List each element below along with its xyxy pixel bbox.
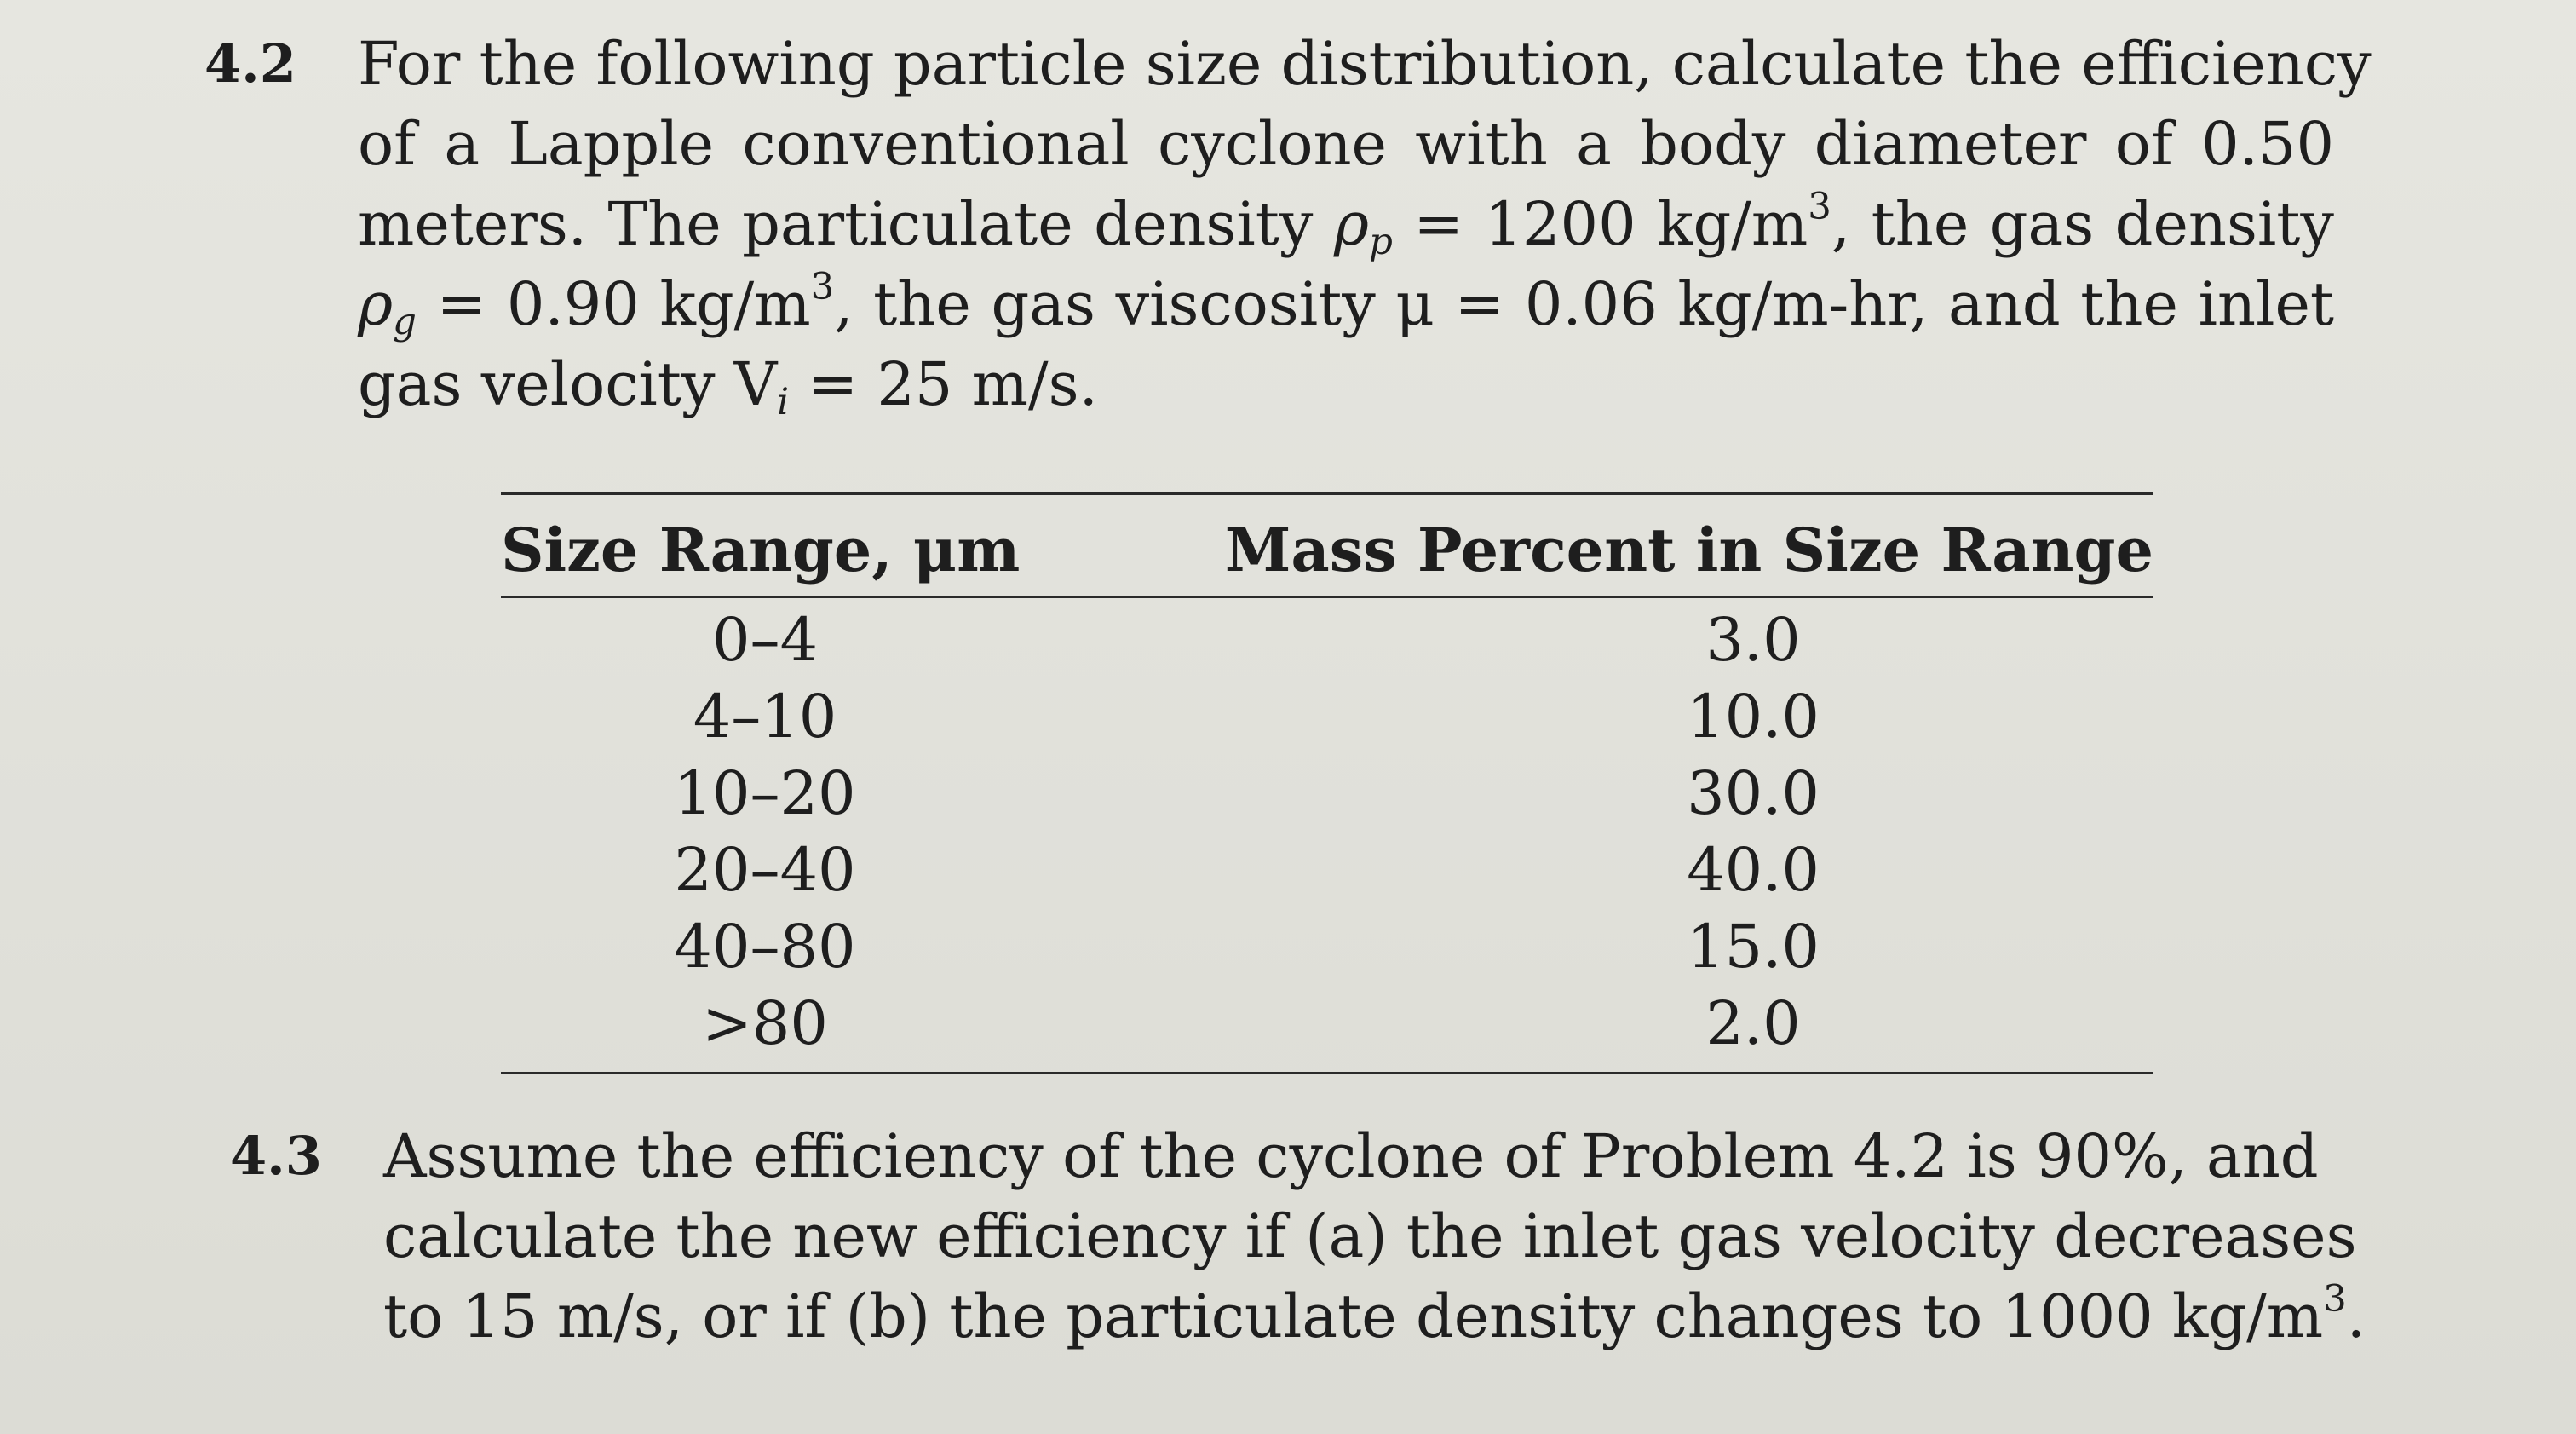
text-segment: = 0.90 kg/m: [436, 269, 811, 339]
header-mass-percent: Mass Percent in Size Range: [1224, 515, 2153, 585]
superscript-3: 3: [1808, 185, 1831, 228]
table-row: 4–10 10.0: [501, 678, 2153, 755]
text-segment: , the gas viscosity μ = 0.06 kg/m-hr, an…: [834, 269, 2335, 339]
text-segment: , the gas density: [1831, 189, 2334, 259]
size-range-cell: 4–10: [693, 682, 837, 752]
problem-line-3: to 15 m/s, or if (b) the particulate den…: [383, 1276, 2366, 1356]
subscript-g: g: [393, 300, 417, 343]
size-range-cell: 20–40: [674, 835, 856, 905]
rho-symbol: ρ: [358, 269, 394, 339]
table-row: 40–80 15.0: [501, 908, 2153, 985]
problem-text: Assume the efficiency of the cyclone of …: [383, 1116, 2366, 1356]
mass-percent-cell: 3.0: [1705, 605, 1801, 675]
subscript-p: p: [1369, 220, 1393, 263]
superscript-3: 3: [810, 265, 835, 308]
size-range-cell: 10–20: [674, 758, 856, 828]
table-top-rule: [501, 492, 2153, 495]
mass-percent-cell: 30.0: [1687, 758, 1820, 828]
problem-number: 4.3: [230, 1125, 322, 1187]
table-row: 20–40 40.0: [501, 832, 2153, 908]
problem-line-1: Assume the efficiency of the cyclone of …: [383, 1121, 2319, 1191]
subscript-i: i: [777, 380, 790, 423]
rho-symbol: ρ: [1333, 189, 1370, 259]
problem-line-3: meters. The particulate density ρp = 120…: [358, 184, 2334, 264]
problem-line-2: calculate the new efficiency if (a) the …: [383, 1201, 2357, 1271]
problem-line-4: ρg = 0.90 kg/m3, the gas viscosity μ = 0…: [358, 264, 2334, 344]
problem-line-5: gas velocity Vi = 25 m/s.: [358, 344, 2334, 424]
size-range-cell: 0–4: [711, 605, 819, 675]
table-row: >80 2.0: [501, 985, 2153, 1062]
problem-text: For the following particle size distribu…: [358, 24, 2372, 424]
text-segment: to 15 m/s, or if (b) the particulate den…: [383, 1281, 2324, 1351]
table-body: 0–4 3.0 4–10 10.0 10–20 30.0 20–40 40.0 …: [501, 602, 2153, 1062]
text-segment: .: [2346, 1281, 2366, 1351]
text-segment: = 1200 kg/m: [1413, 189, 1808, 259]
mass-percent-cell: 40.0: [1687, 835, 1820, 905]
table-row: 0–4 3.0: [501, 602, 2153, 678]
mass-percent-cell: 2.0: [1705, 988, 1801, 1058]
table-bottom-rule: [501, 1072, 2153, 1074]
size-range-cell: 40–80: [674, 912, 856, 982]
mass-percent-cell: 15.0: [1687, 912, 1820, 982]
text-segment: meters. The particulate density: [358, 189, 1314, 259]
problem-line-1: For the following particle size distribu…: [358, 29, 2372, 99]
text-segment: = 25 m/s.: [808, 349, 1098, 419]
problem-number: 4.2: [204, 32, 296, 95]
problem-line-2: of a Lapple conventional cyclone with a …: [358, 109, 2334, 179]
size-range-cell: >80: [702, 988, 828, 1058]
table-header-rule: [501, 596, 2153, 598]
header-size-range: Size Range, μm: [501, 515, 1021, 585]
table-row: 10–20 30.0: [501, 755, 2153, 832]
text-segment: gas velocity V: [358, 349, 778, 419]
mass-percent-cell: 10.0: [1687, 682, 1820, 752]
superscript-3: 3: [2323, 1277, 2347, 1321]
